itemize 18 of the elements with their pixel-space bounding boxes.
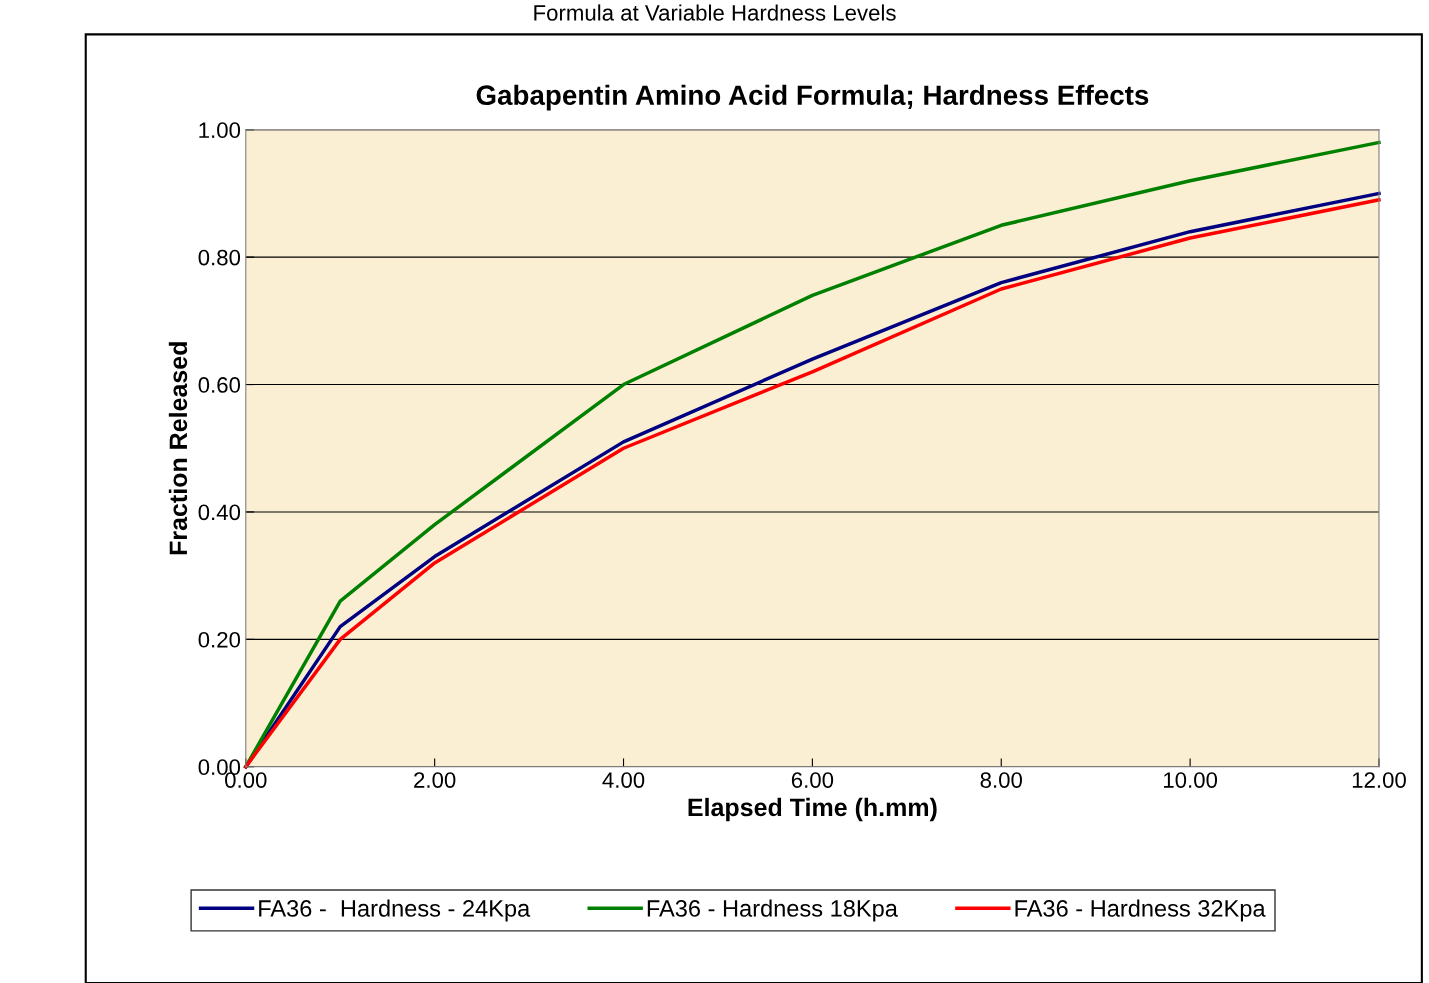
y-tick-label: 0.20 bbox=[198, 631, 241, 648]
legend-label: FA36 - Hardness - 24Kpa bbox=[259, 899, 531, 922]
x-tick-label: 12.00 bbox=[1352, 772, 1406, 788]
x-axis-title: Elapsed Time (h.mm) bbox=[688, 797, 937, 822]
x-tick-label: 10.00 bbox=[1164, 772, 1218, 788]
text: Formula at Variable Hardness Levels bbox=[534, 4, 896, 21]
y-tick-label: 0.80 bbox=[198, 249, 241, 266]
legend-label: FA36 - Hardness 32Kpa bbox=[1015, 899, 1266, 922]
y-tick-label: 0.40 bbox=[198, 504, 241, 521]
y-axis-title: Fraction Released bbox=[168, 342, 188, 555]
x-tick-label: 2.00 bbox=[414, 772, 456, 788]
x-tick-label: 8.00 bbox=[980, 772, 1023, 788]
x-tick-label: 4.00 bbox=[602, 772, 645, 788]
chart-title: Gabapentin Amino Acid Formula; Hardness Effects bbox=[476, 84, 1149, 111]
legend-label: FA36 - Hardness 18Kpa bbox=[647, 899, 898, 922]
x-tick-label: 6.00 bbox=[791, 772, 834, 788]
y-tick-label: 1.00 bbox=[199, 122, 241, 139]
y-tick-label: 0.60 bbox=[198, 377, 241, 393]
